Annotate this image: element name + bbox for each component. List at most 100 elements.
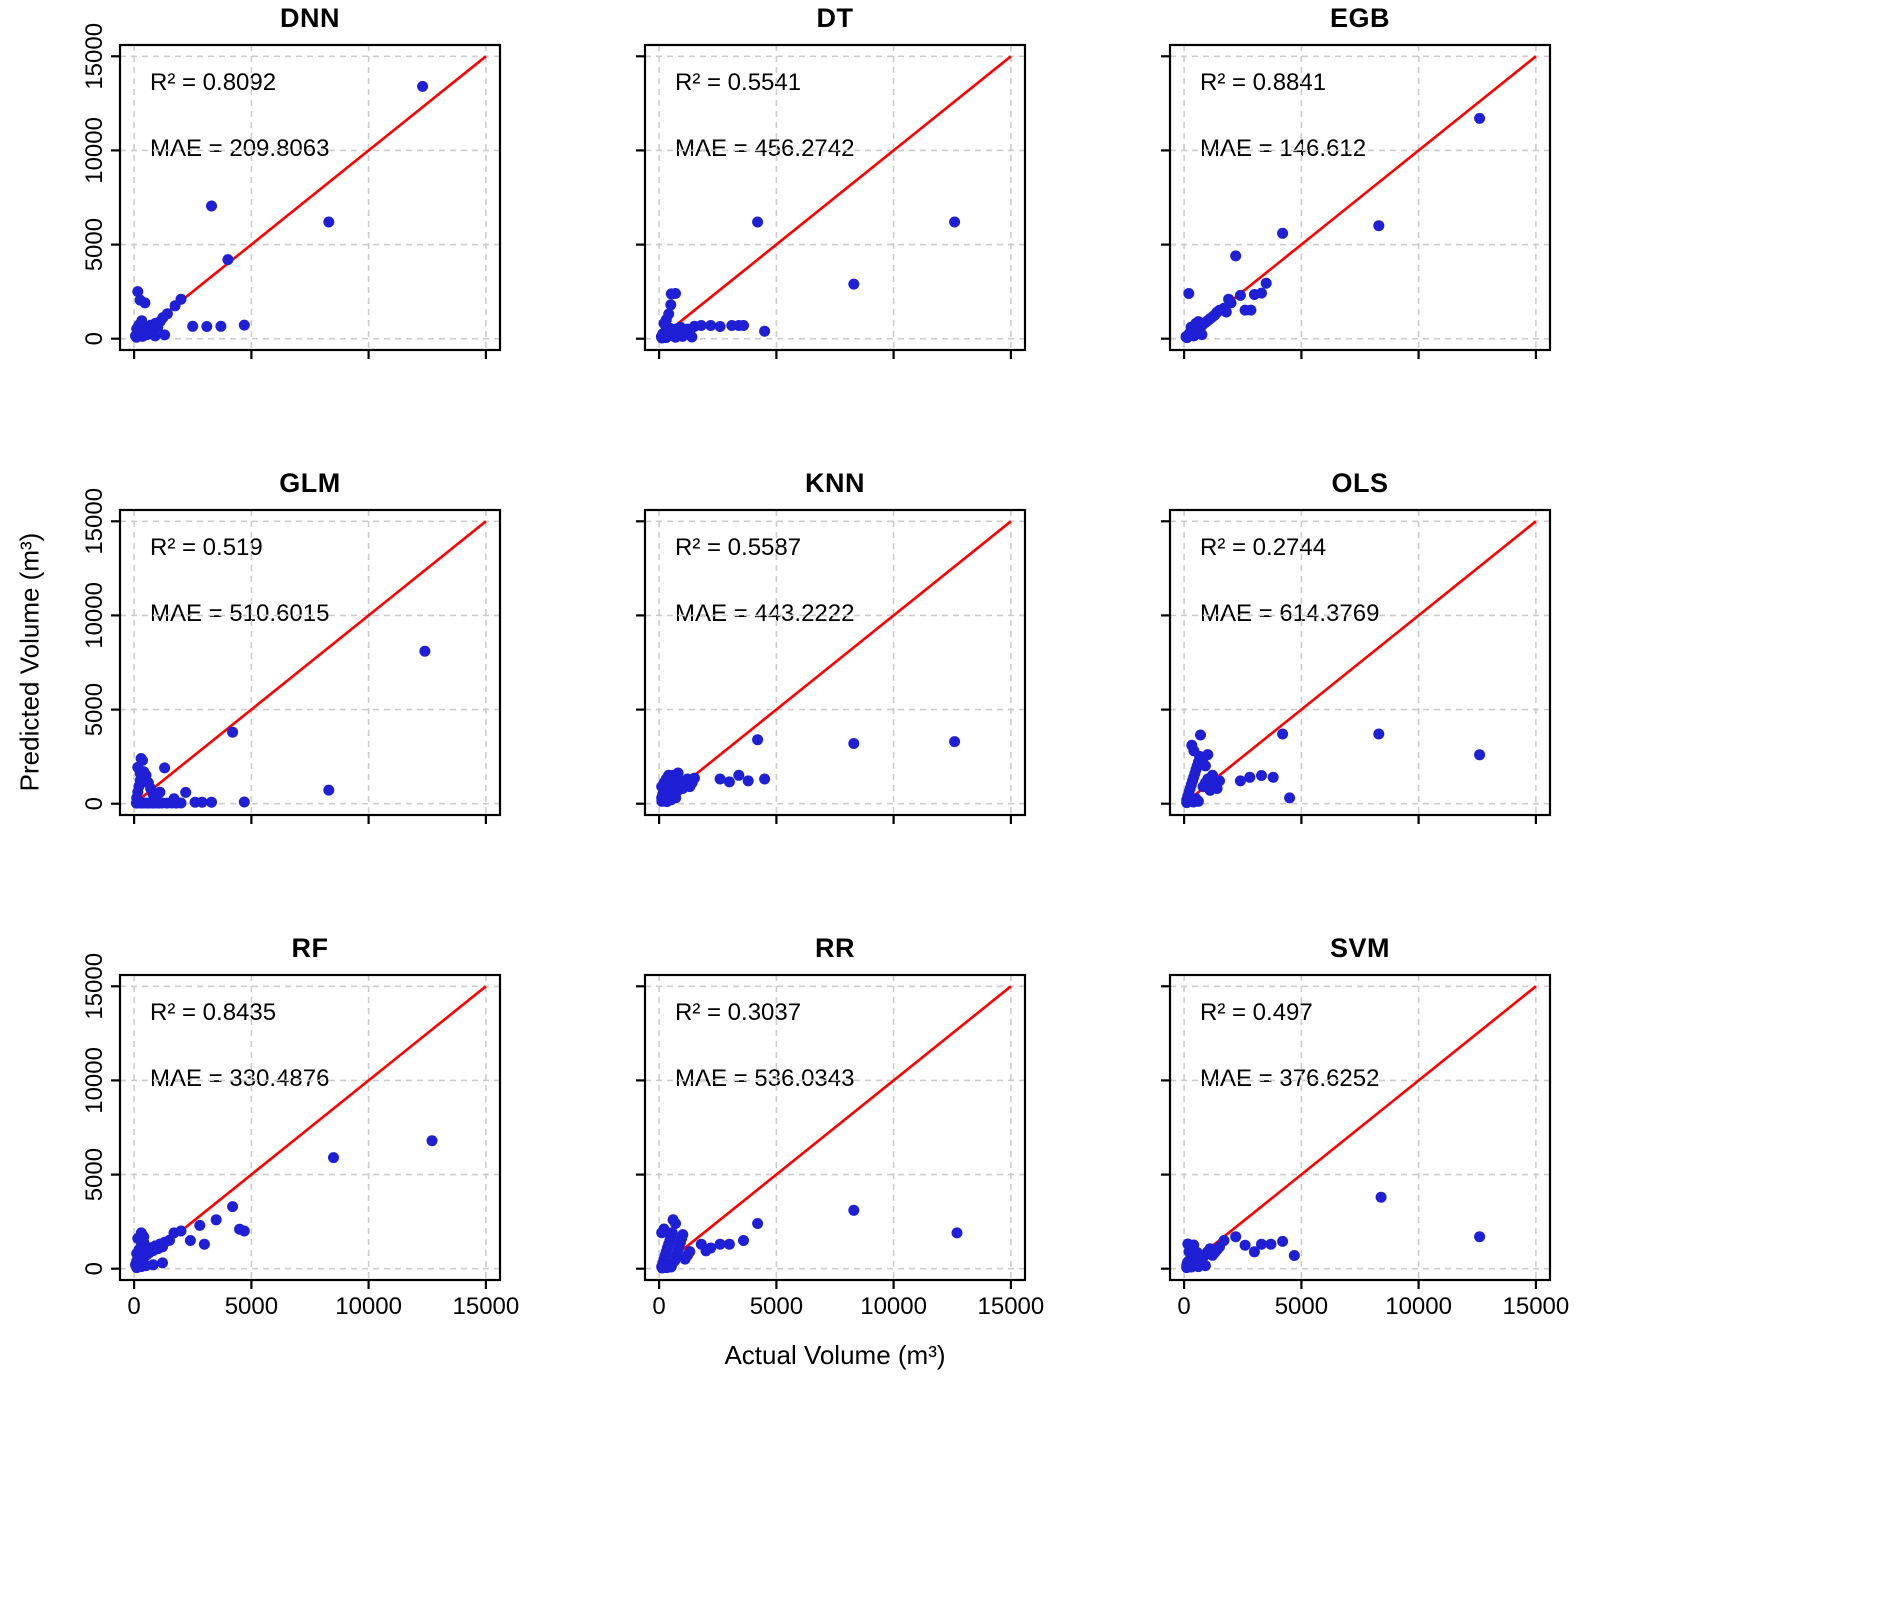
data-point [184, 1235, 196, 1246]
mae-annotation: MAE = 510.6015 [150, 600, 330, 627]
data-point [1277, 1235, 1289, 1247]
data-point [951, 1227, 963, 1239]
x-tick-label: 10000 [1385, 1293, 1452, 1320]
x-tick-label: 10000 [335, 1293, 402, 1320]
data-point [210, 1214, 222, 1226]
data-point [328, 1152, 339, 1164]
scatter-plot: 0 5000 10000 15000 [636, 973, 1044, 1320]
data-point [695, 320, 707, 331]
data-point [1256, 770, 1267, 781]
subplot-title: OLS [1331, 468, 1389, 498]
data-point [201, 321, 213, 332]
y-tick-label: 10000 [81, 582, 108, 649]
data-point [1248, 1246, 1260, 1258]
data-point [660, 332, 672, 344]
y-tick-label: 5000 [81, 1148, 108, 1201]
data-point [194, 1219, 206, 1231]
data-point [159, 762, 171, 774]
y-tick-label: 0 [81, 797, 108, 810]
r2-annotation: R² = 0.8841 [1200, 69, 1327, 96]
data-point [227, 1201, 239, 1213]
plot-border [1168, 508, 1552, 817]
data-point [222, 254, 234, 266]
scatter-plot [1161, 43, 1552, 359]
plot-border [118, 508, 502, 817]
identity-line [133, 520, 487, 805]
data-point [323, 216, 335, 228]
scatter-plot: 0 0 5000 5000 10000 10000 15000 15000 [81, 953, 519, 1320]
data-point [663, 308, 675, 320]
data-point [1186, 739, 1198, 751]
mae-annotation: MAE = 146.612 [1200, 135, 1367, 162]
mae-annotation: MAE = 536.0343 [675, 1065, 855, 1092]
scatter-plot: 0 5000 10000 15000 [81, 23, 502, 359]
data-point [752, 734, 764, 746]
data-point [206, 200, 217, 212]
subplot-title: GLM [279, 468, 341, 498]
data-point [949, 736, 961, 748]
scatter-plot [1161, 508, 1552, 824]
y-tick-label: 0 [81, 332, 108, 345]
data-point [1218, 1235, 1230, 1246]
data-point [169, 300, 181, 312]
subplot-svm: SVM R² = 0.497 MAE = 376.6252 0 5000 10000… [1161, 933, 1569, 1320]
data-point [1230, 1231, 1242, 1243]
r2-annotation: R² = 0.519 [150, 534, 263, 561]
data-point [665, 299, 677, 311]
r2-annotation: R² = 0.5587 [675, 534, 802, 561]
data-point [139, 297, 151, 309]
x-tick-label: 5000 [225, 1293, 278, 1320]
data-point [759, 325, 771, 337]
x-tick-label: 0 [127, 1293, 140, 1320]
x-tick-label: 0 [652, 1293, 665, 1320]
data-point [1199, 1260, 1211, 1272]
data-point [723, 1238, 735, 1250]
data-point [1373, 220, 1385, 232]
data-point [686, 331, 698, 343]
plot-border [118, 973, 502, 1282]
data-point [1288, 1250, 1300, 1261]
subplot-rr: RR R² = 0.3037 MAE = 536.0343 0 5000 10000… [636, 933, 1044, 1320]
data-point [238, 796, 250, 808]
scatter-plot: 0 5000 10000 15000 [81, 488, 502, 824]
data-point [656, 781, 668, 793]
subplot-glm: GLM R² = 0.519 MAE = 510.6015 0 5000 10000… [81, 468, 502, 824]
r2-annotation: R² = 0.5541 [675, 69, 802, 96]
subplot-title: RF [291, 933, 329, 963]
plot-border [1168, 43, 1552, 352]
data-point [672, 767, 684, 779]
data-point [738, 1235, 749, 1246]
data-point [1277, 728, 1289, 740]
data-point [1220, 306, 1232, 318]
data-point [705, 320, 717, 331]
subplot-rf: RF R² = 0.8435 MAE = 330.4876 0 0 5000 5000… [81, 933, 519, 1320]
data-point [149, 330, 161, 342]
data-point [198, 1238, 210, 1250]
data-point [714, 1238, 726, 1250]
data-point [238, 319, 250, 331]
data-point [1230, 250, 1242, 262]
data-point [670, 1218, 681, 1229]
data-point [1188, 1239, 1200, 1251]
data-point [723, 776, 735, 788]
mae-annotation: MAE = 443.2222 [675, 600, 855, 627]
data-point [759, 773, 771, 785]
data-point [1474, 749, 1486, 761]
data-point [1277, 227, 1289, 239]
subplot-dnn: DNN R² = 0.8092 MAE = 209.8063 0 5000 1000… [81, 3, 502, 359]
r2-annotation: R² = 0.8435 [150, 999, 277, 1026]
data-point [180, 786, 192, 798]
data-point [1256, 287, 1267, 299]
x-tick-label: 5000 [1275, 1293, 1328, 1320]
y-tick-label: 15000 [81, 488, 108, 555]
y-tick-label: 10000 [81, 1047, 108, 1114]
identity-line [133, 55, 487, 340]
data-point [132, 286, 144, 298]
data-point [134, 767, 146, 779]
x-tick-label: 15000 [978, 1293, 1045, 1320]
data-point [658, 1223, 670, 1235]
identity-line [1183, 520, 1537, 805]
data-point [738, 320, 749, 331]
subplot-title: RR [815, 933, 855, 963]
x-tick-label: 15000 [1503, 1293, 1570, 1320]
